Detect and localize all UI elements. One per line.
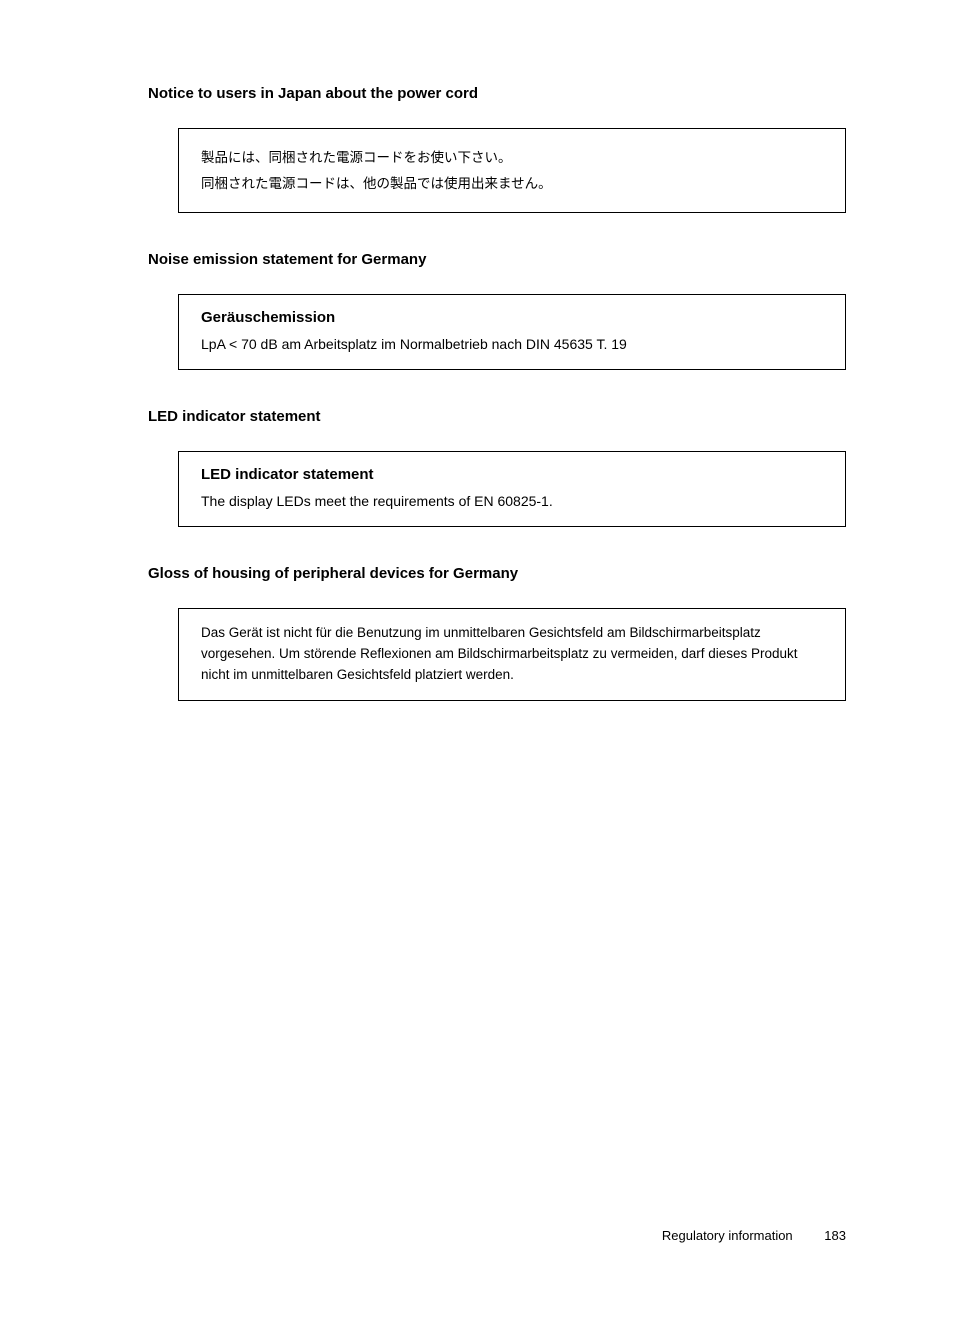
japan-text-line2: 同梱された電源コードは、他の製品では使用出来ません。 <box>201 171 823 197</box>
section-heading-germany-gloss: Gloss of housing of peripheral devices f… <box>148 565 846 582</box>
footer-text: Regulatory information <box>662 1228 793 1243</box>
box-led-indicator: LED indicator statement The display LEDs… <box>178 451 846 527</box>
box-germany-gloss: Das Gerät ist nicht für die Benutzung im… <box>178 608 846 701</box>
japan-text-line1: 製品には、同梱された電源コードをお使い下さい。 <box>201 145 823 171</box>
page-number: 183 <box>824 1228 846 1243</box>
section-heading-led: LED indicator statement <box>148 408 846 425</box>
box-heading-led: LED indicator statement <box>201 466 823 483</box>
section-heading-germany-noise: Noise emission statement for Germany <box>148 251 846 268</box>
section-heading-japan: Notice to users in Japan about the power… <box>148 85 846 102</box>
box-text-germany-noise: LpA < 70 dB am Arbeitsplatz im Normalbet… <box>201 334 823 355</box>
box-text-led: The display LEDs meet the requirements o… <box>201 491 823 512</box>
page-footer: Regulatory information 183 <box>662 1228 846 1243</box>
box-japan-power-cord: 製品には、同梱された電源コードをお使い下さい。 同梱された電源コードは、他の製品… <box>178 128 846 213</box>
box-germany-noise: Geräuschemission LpA < 70 dB am Arbeitsp… <box>178 294 846 370</box>
box-text-germany-gloss: Das Gerät ist nicht für die Benutzung im… <box>201 623 823 686</box>
box-heading-gerauschemission: Geräuschemission <box>201 309 823 326</box>
